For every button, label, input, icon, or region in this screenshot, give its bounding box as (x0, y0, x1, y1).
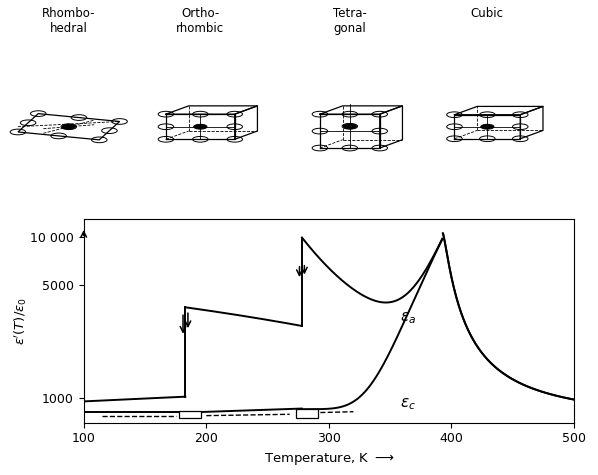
X-axis label: Temperature, K $\longrightarrow$: Temperature, K $\longrightarrow$ (264, 451, 394, 467)
Text: Ortho-
rhombic: Ortho- rhombic (176, 7, 224, 35)
Text: $\varepsilon_c$: $\varepsilon_c$ (400, 397, 416, 412)
Bar (179, 411, 202, 418)
Text: Cubic: Cubic (471, 7, 504, 19)
Y-axis label: $\varepsilon'(T)/\varepsilon_0$: $\varepsilon'(T)/\varepsilon_0$ (12, 297, 29, 344)
Circle shape (62, 124, 75, 129)
Text: Rhombo-
hedral: Rhombo- hedral (42, 7, 96, 35)
Text: $\varepsilon_a$: $\varepsilon_a$ (400, 310, 416, 326)
Circle shape (343, 124, 356, 129)
Text: Tetra-
gonal: Tetra- gonal (333, 7, 367, 35)
Circle shape (194, 124, 207, 129)
Bar (296, 409, 318, 418)
Circle shape (481, 124, 494, 129)
